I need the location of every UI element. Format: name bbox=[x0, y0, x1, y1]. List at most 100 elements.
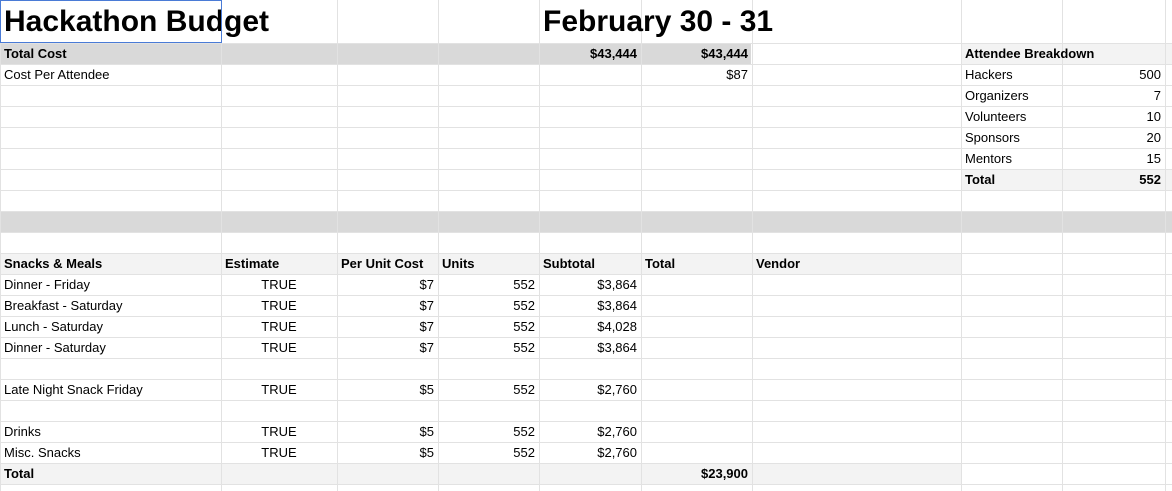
item-estimate[interactable]: TRUE bbox=[261, 298, 297, 313]
total-cost-row-band bbox=[0, 43, 751, 64]
total-cost-value-a[interactable]: $43,444 bbox=[590, 46, 637, 61]
item-estimate[interactable]: TRUE bbox=[261, 382, 297, 397]
header-subtotal[interactable]: Subtotal bbox=[543, 256, 595, 271]
item-name[interactable]: Lunch - Saturday bbox=[4, 319, 104, 334]
header-estimate[interactable]: Estimate bbox=[225, 256, 280, 271]
row-gridline bbox=[0, 442, 1172, 443]
row-gridline bbox=[0, 169, 1172, 170]
item-name[interactable]: Dinner - Saturday bbox=[4, 340, 106, 355]
row-gridline bbox=[0, 295, 1172, 296]
snacks-total-value[interactable]: $23,900 bbox=[701, 466, 748, 481]
total-cost-value-b[interactable]: $43,444 bbox=[701, 46, 748, 61]
header-total[interactable]: Total bbox=[645, 256, 676, 271]
column-gridline bbox=[438, 0, 439, 491]
per-attendee-value[interactable]: $87 bbox=[726, 67, 748, 82]
row-gridline bbox=[0, 148, 1172, 149]
item-per-unit-cost[interactable]: $5 bbox=[419, 382, 434, 397]
row-gridline bbox=[0, 358, 1172, 359]
event-dates[interactable]: February 30 - 31 bbox=[543, 5, 774, 38]
attendee-value[interactable]: 7 bbox=[1153, 88, 1161, 103]
item-name[interactable]: Late Night Snack Friday bbox=[4, 382, 143, 397]
item-per-unit-cost[interactable]: $5 bbox=[419, 445, 434, 460]
item-per-unit-cost[interactable]: $7 bbox=[419, 319, 434, 334]
row-gridline bbox=[0, 274, 1172, 275]
item-units[interactable]: 552 bbox=[513, 298, 535, 313]
item-subtotal[interactable]: $4,028 bbox=[597, 319, 637, 334]
item-per-unit-cost[interactable]: $5 bbox=[419, 424, 434, 439]
total-cost-label[interactable]: Total Cost bbox=[4, 46, 67, 61]
item-units[interactable]: 552 bbox=[513, 340, 535, 355]
row-gridline bbox=[0, 484, 1172, 485]
attendee-header-band bbox=[962, 43, 1172, 64]
item-name[interactable]: Misc. Snacks bbox=[4, 445, 81, 460]
item-subtotal[interactable]: $3,864 bbox=[597, 277, 637, 292]
attendee-value[interactable]: 15 bbox=[1146, 151, 1161, 166]
item-estimate[interactable]: TRUE bbox=[261, 277, 297, 292]
page-title[interactable]: Hackathon Budget bbox=[4, 5, 270, 38]
snacks-total-band bbox=[0, 463, 962, 484]
attendee-total-value[interactable]: 552 bbox=[1139, 172, 1161, 187]
row-gridline bbox=[0, 64, 1172, 65]
item-units[interactable]: 552 bbox=[513, 382, 535, 397]
column-gridline bbox=[752, 0, 753, 491]
column-gridline bbox=[539, 0, 540, 491]
item-estimate[interactable]: TRUE bbox=[261, 340, 297, 355]
column-gridline bbox=[961, 0, 962, 491]
attendee-label[interactable]: Organizers bbox=[965, 88, 1029, 103]
snacks-total-label[interactable]: Total bbox=[4, 466, 35, 481]
item-estimate[interactable]: TRUE bbox=[261, 445, 297, 460]
column-gridline bbox=[0, 0, 1, 491]
row-gridline bbox=[0, 106, 1172, 107]
row-gridline bbox=[0, 463, 1172, 464]
item-units[interactable]: 552 bbox=[513, 424, 535, 439]
row-gridline bbox=[0, 400, 1172, 401]
item-per-unit-cost[interactable]: $7 bbox=[419, 298, 434, 313]
attendee-breakdown-header[interactable]: Attendee Breakdown bbox=[965, 46, 1095, 61]
attendee-value[interactable]: 500 bbox=[1139, 67, 1161, 82]
item-per-unit-cost[interactable]: $7 bbox=[419, 277, 434, 292]
item-name[interactable]: Breakfast - Saturday bbox=[4, 298, 123, 313]
item-units[interactable]: 552 bbox=[513, 319, 535, 334]
column-gridline bbox=[1062, 0, 1063, 491]
row-gridline bbox=[0, 190, 1172, 191]
snacks-header-band bbox=[0, 253, 962, 274]
attendee-label[interactable]: Hackers bbox=[965, 67, 1013, 82]
attendee-label[interactable]: Sponsors bbox=[965, 130, 1020, 145]
item-units[interactable]: 552 bbox=[513, 277, 535, 292]
header-snacks-meals[interactable]: Snacks & Meals bbox=[4, 256, 103, 271]
item-per-unit-cost[interactable]: $7 bbox=[419, 340, 434, 355]
item-estimate[interactable]: TRUE bbox=[261, 424, 297, 439]
column-gridline bbox=[641, 0, 642, 491]
item-subtotal[interactable]: $2,760 bbox=[597, 445, 637, 460]
item-units[interactable]: 552 bbox=[513, 445, 535, 460]
row-gridline bbox=[0, 127, 1172, 128]
column-gridline bbox=[1165, 0, 1166, 491]
header-vendor[interactable]: Vendor bbox=[756, 256, 801, 271]
item-subtotal[interactable]: $2,760 bbox=[597, 382, 637, 397]
section-divider-band bbox=[0, 211, 1172, 232]
item-estimate[interactable]: TRUE bbox=[261, 319, 297, 334]
item-subtotal[interactable]: $3,864 bbox=[597, 298, 637, 313]
attendee-label[interactable]: Volunteers bbox=[965, 109, 1027, 124]
row-gridline bbox=[0, 232, 1172, 233]
row-gridline bbox=[0, 211, 1172, 212]
attendee-value[interactable]: 20 bbox=[1146, 130, 1161, 145]
attendee-value[interactable]: 10 bbox=[1146, 109, 1161, 124]
item-name[interactable]: Dinner - Friday bbox=[4, 277, 90, 292]
row-gridline bbox=[0, 43, 1172, 44]
attendee-label[interactable]: Mentors bbox=[965, 151, 1012, 166]
attendee-total-label[interactable]: Total bbox=[965, 172, 996, 187]
item-subtotal[interactable]: $2,760 bbox=[597, 424, 637, 439]
per-attendee-label[interactable]: Cost Per Attendee bbox=[4, 67, 110, 82]
row-gridline bbox=[0, 253, 1172, 254]
column-gridline bbox=[337, 0, 338, 491]
row-gridline bbox=[0, 421, 1172, 422]
header-units[interactable]: Units bbox=[442, 256, 475, 271]
header-per-unit-cost[interactable]: Per Unit Cost bbox=[341, 256, 424, 271]
item-name[interactable]: Drinks bbox=[4, 424, 41, 439]
row-gridline bbox=[0, 379, 1172, 380]
item-subtotal[interactable]: $3,864 bbox=[597, 340, 637, 355]
row-gridline bbox=[0, 316, 1172, 317]
attendee-total-band bbox=[962, 169, 1172, 190]
